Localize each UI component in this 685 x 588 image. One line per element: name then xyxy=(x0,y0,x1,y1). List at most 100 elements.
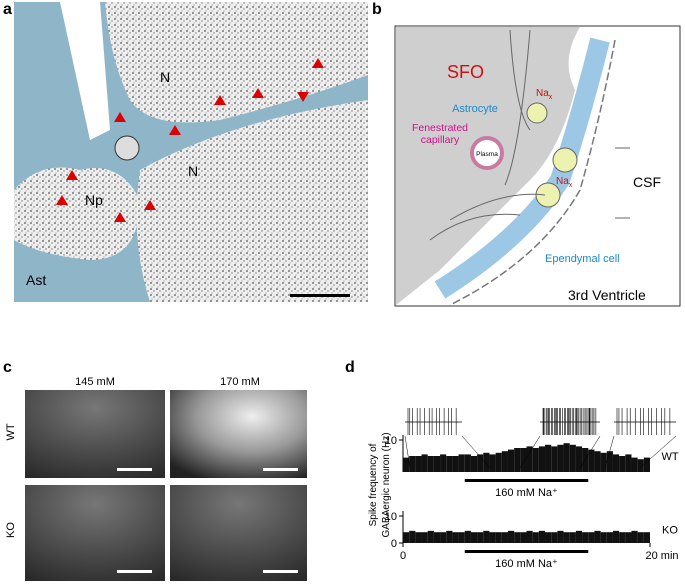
bar xyxy=(458,532,465,543)
bar xyxy=(600,532,607,543)
bar xyxy=(619,532,626,543)
bar xyxy=(557,444,564,472)
panel-c: c 145 mM 170 mM WT KO xyxy=(3,359,307,581)
x-tick-label: 20 min xyxy=(645,550,678,562)
bar xyxy=(501,451,508,472)
bar xyxy=(458,454,465,472)
image xyxy=(25,390,165,478)
bar xyxy=(520,448,527,472)
label: Ast xyxy=(26,272,46,288)
image xyxy=(170,390,307,478)
bar xyxy=(588,532,595,543)
bar xyxy=(495,532,502,543)
bar xyxy=(477,532,484,543)
zoom-line xyxy=(519,435,541,469)
bar xyxy=(483,452,490,472)
bar xyxy=(464,530,471,543)
fibers xyxy=(429,29,546,241)
bar xyxy=(452,456,459,472)
bar xyxy=(575,446,583,472)
bar xyxy=(575,530,583,543)
bar xyxy=(501,532,508,543)
bar xyxy=(514,448,521,472)
series-label: KO xyxy=(662,525,678,537)
bar xyxy=(606,451,613,472)
arrows xyxy=(56,58,324,222)
neuron-process xyxy=(14,167,140,260)
flow-arrows xyxy=(615,147,630,219)
zoom-line xyxy=(604,435,615,469)
bar xyxy=(600,452,607,472)
bar xyxy=(507,530,515,543)
label: Astrocyte xyxy=(452,103,498,115)
bar xyxy=(619,456,626,472)
bar xyxy=(470,532,478,543)
stimulus-label: 160 mM Na⁺ xyxy=(495,487,558,499)
nucleus-region xyxy=(136,100,368,302)
bar xyxy=(625,454,632,472)
row-label: KO xyxy=(5,522,17,538)
series-label: WT xyxy=(661,451,678,463)
bar xyxy=(446,456,453,472)
panel-letter: d xyxy=(345,359,355,376)
label: CSF xyxy=(633,174,661,190)
bar xyxy=(415,456,422,472)
astrocyte xyxy=(552,147,578,173)
bar xyxy=(538,530,546,543)
label: 3rd Ventricle xyxy=(568,287,646,303)
bar xyxy=(427,530,434,543)
stimulus-bar xyxy=(464,479,589,482)
bar xyxy=(532,532,539,543)
bar xyxy=(538,446,546,472)
panel-a: a N N Np Ast xyxy=(3,1,368,302)
lumen xyxy=(60,2,110,140)
bar xyxy=(625,532,632,543)
bar xyxy=(612,454,620,472)
astrocyte xyxy=(526,102,548,124)
label: Nax xyxy=(556,176,573,189)
label: Na xyxy=(536,88,549,99)
bar xyxy=(563,443,570,472)
label: Np xyxy=(85,192,103,208)
bar xyxy=(551,532,558,543)
bar xyxy=(637,459,644,472)
bar xyxy=(526,446,533,472)
bar xyxy=(433,532,441,543)
bar xyxy=(421,454,428,472)
bar xyxy=(415,532,422,543)
bar xyxy=(495,452,502,472)
y-tick-label: 10 xyxy=(385,511,397,523)
bar xyxy=(631,457,638,472)
image xyxy=(170,485,307,581)
label: Nax xyxy=(536,88,553,101)
bar xyxy=(427,456,434,472)
label: Fenestrated xyxy=(412,122,468,134)
scale-bars xyxy=(117,468,298,573)
label: x xyxy=(569,182,573,189)
bar xyxy=(483,530,490,543)
bar xyxy=(545,532,552,543)
label: N xyxy=(160,69,170,85)
label: N xyxy=(188,163,198,179)
bar xyxy=(557,530,564,543)
x-tick-label: 0 xyxy=(400,550,406,562)
label: Na xyxy=(556,176,569,187)
label: Plasma xyxy=(476,151,498,158)
astrocyte xyxy=(535,182,561,208)
capillary xyxy=(470,136,504,170)
label: capillary xyxy=(421,134,460,146)
bar xyxy=(403,457,410,472)
panel-letter: c xyxy=(3,359,12,376)
bar xyxy=(440,532,447,543)
bar xyxy=(532,448,539,472)
bar xyxy=(470,456,478,472)
bar xyxy=(526,530,533,543)
y-tick-label: 0 xyxy=(391,538,397,550)
bar xyxy=(612,530,620,543)
row-label: WT xyxy=(5,423,17,440)
bar xyxy=(643,532,650,543)
bar xyxy=(409,456,416,472)
bar xyxy=(594,530,601,543)
bar xyxy=(551,446,558,472)
